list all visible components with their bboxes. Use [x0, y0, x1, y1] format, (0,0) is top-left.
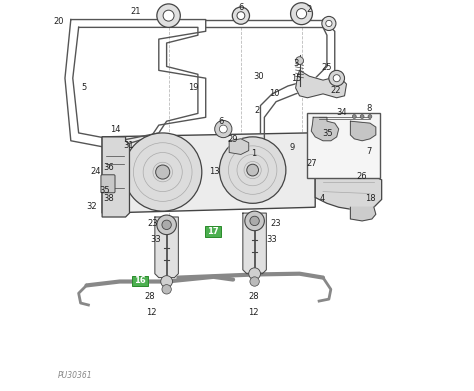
- Circle shape: [232, 7, 249, 24]
- Circle shape: [237, 12, 245, 20]
- Circle shape: [360, 115, 364, 118]
- Text: 8: 8: [366, 104, 372, 113]
- Circle shape: [219, 137, 286, 203]
- Text: 16: 16: [134, 276, 146, 285]
- Circle shape: [296, 9, 307, 19]
- Polygon shape: [229, 139, 249, 154]
- Circle shape: [245, 211, 264, 231]
- Text: 7: 7: [366, 147, 372, 156]
- Text: 14: 14: [110, 124, 121, 134]
- Text: 26: 26: [356, 172, 367, 181]
- Circle shape: [163, 10, 174, 21]
- Circle shape: [250, 216, 259, 226]
- Circle shape: [250, 277, 259, 286]
- Text: 18: 18: [365, 194, 376, 203]
- Polygon shape: [315, 160, 382, 211]
- Text: 1: 1: [251, 149, 256, 158]
- Text: 23: 23: [270, 219, 281, 228]
- Text: 3: 3: [294, 59, 299, 68]
- Text: 22: 22: [330, 86, 341, 95]
- Circle shape: [162, 220, 171, 230]
- Text: 36: 36: [103, 163, 114, 172]
- Circle shape: [247, 164, 258, 176]
- Text: 15: 15: [291, 74, 301, 84]
- Circle shape: [322, 16, 336, 30]
- Text: 28: 28: [145, 292, 155, 301]
- Text: 30: 30: [253, 72, 264, 81]
- Text: 17: 17: [207, 227, 219, 236]
- FancyBboxPatch shape: [132, 276, 148, 286]
- Circle shape: [155, 165, 170, 179]
- Text: 12: 12: [248, 307, 259, 317]
- Circle shape: [249, 268, 260, 280]
- Text: 24: 24: [90, 167, 100, 176]
- Text: 10: 10: [269, 88, 279, 98]
- Circle shape: [162, 285, 171, 294]
- Text: 33: 33: [150, 235, 161, 244]
- Circle shape: [157, 4, 180, 27]
- Text: 25: 25: [321, 63, 331, 72]
- Polygon shape: [102, 137, 129, 217]
- FancyBboxPatch shape: [307, 113, 380, 178]
- Circle shape: [296, 57, 303, 65]
- Circle shape: [215, 120, 232, 138]
- Text: 12: 12: [146, 307, 157, 317]
- Text: 28: 28: [248, 292, 259, 301]
- Polygon shape: [350, 207, 376, 221]
- Text: 27: 27: [307, 159, 318, 168]
- Text: 20: 20: [54, 17, 64, 26]
- Text: 35: 35: [100, 186, 110, 196]
- Circle shape: [326, 20, 332, 27]
- Circle shape: [161, 276, 173, 287]
- Text: 4: 4: [319, 194, 325, 203]
- Circle shape: [329, 70, 345, 86]
- Text: 33: 33: [266, 235, 277, 244]
- Text: 35: 35: [322, 129, 333, 138]
- Circle shape: [157, 215, 176, 235]
- Text: PU30361: PU30361: [57, 371, 92, 380]
- Text: 2: 2: [254, 106, 259, 115]
- Text: 29: 29: [227, 135, 237, 145]
- Circle shape: [219, 125, 227, 133]
- Text: 34: 34: [337, 108, 347, 117]
- FancyBboxPatch shape: [205, 226, 220, 237]
- Polygon shape: [155, 217, 178, 278]
- Text: 19: 19: [188, 83, 199, 93]
- Text: 2: 2: [307, 5, 312, 14]
- Polygon shape: [350, 121, 376, 141]
- FancyBboxPatch shape: [101, 175, 115, 193]
- Circle shape: [124, 133, 202, 211]
- Text: 23: 23: [147, 219, 158, 228]
- Text: 6: 6: [238, 3, 244, 13]
- Circle shape: [352, 115, 356, 118]
- Polygon shape: [311, 117, 338, 141]
- Polygon shape: [243, 213, 266, 274]
- Text: 9: 9: [290, 143, 295, 152]
- Circle shape: [368, 115, 372, 118]
- Text: 6: 6: [219, 117, 224, 127]
- Circle shape: [333, 75, 340, 82]
- Text: 32: 32: [86, 202, 97, 211]
- Text: 38: 38: [103, 194, 114, 203]
- Circle shape: [291, 3, 312, 25]
- Polygon shape: [296, 70, 346, 98]
- Polygon shape: [102, 133, 315, 213]
- Text: 31: 31: [123, 141, 134, 150]
- Text: 13: 13: [209, 167, 219, 176]
- Text: 21: 21: [130, 7, 141, 16]
- Text: 5: 5: [81, 83, 86, 93]
